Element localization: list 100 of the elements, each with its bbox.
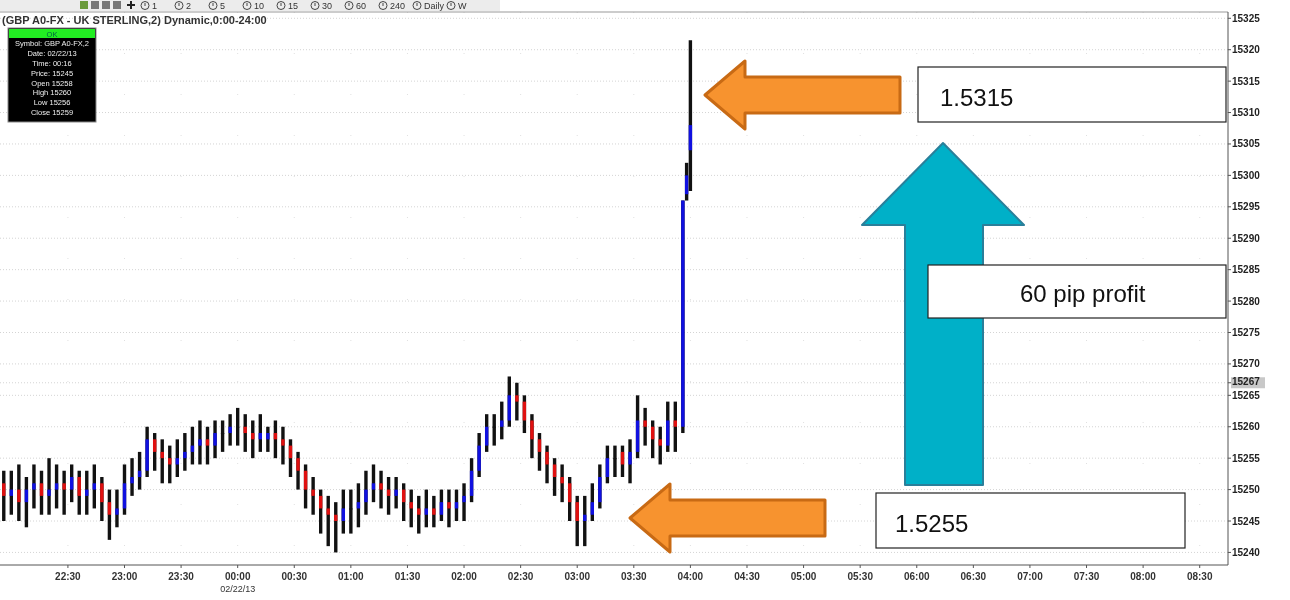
candlestick <box>205 426 210 465</box>
candlestick <box>613 445 617 478</box>
candlestick <box>364 470 368 515</box>
x-tick-label: 06:30 <box>960 571 987 582</box>
candlestick <box>349 489 353 534</box>
x-tick-label: 04:00 <box>677 571 704 582</box>
candlestick <box>590 483 595 522</box>
candlestick <box>515 382 519 421</box>
annotation: 1.5255 <box>895 510 969 537</box>
x-tick-label: 02:30 <box>507 571 534 582</box>
text: 1 <box>152 1 158 11</box>
text: 5 <box>220 1 226 11</box>
candlestick <box>560 464 564 503</box>
x-tick-label: 07:00 <box>1017 571 1044 582</box>
x-tick-label: 23:30 <box>168 571 195 582</box>
y-tick-label: 15305 <box>1232 138 1261 150</box>
candlestick <box>341 489 346 534</box>
candlestick <box>394 477 398 509</box>
candlestick <box>628 439 632 484</box>
x-tick-label: 05:30 <box>847 571 874 582</box>
candlestick <box>643 406 647 446</box>
y-tick-label: 15290 <box>1232 232 1261 244</box>
candlestick <box>2 470 6 522</box>
text: Daily <box>424 1 445 11</box>
candlestick <box>379 470 383 509</box>
text: 15 <box>288 1 299 11</box>
text: 60 <box>356 1 367 11</box>
candlestick <box>235 406 240 446</box>
y-tick-label: 15260 <box>1232 421 1261 433</box>
x-tick-label: 04:30 <box>734 571 761 582</box>
x-tick-label: 00:00 <box>224 571 251 582</box>
candlestick <box>69 464 74 503</box>
candlestick <box>447 489 451 528</box>
candlestick <box>326 494 330 547</box>
candlestick <box>537 433 542 471</box>
candlestick <box>281 426 285 465</box>
candlestick <box>296 450 300 490</box>
x-tick-label: 05:00 <box>790 571 817 582</box>
x-tick-label: 07:30 <box>1073 571 1100 582</box>
candlestick <box>500 401 504 440</box>
candlestick <box>198 420 202 465</box>
candlestick <box>439 489 444 522</box>
x-tick-label: 02:00 <box>451 571 478 582</box>
y-tick-label: 15295 <box>1232 201 1261 213</box>
candlestick <box>552 458 557 496</box>
y-tick-label: 15255 <box>1232 452 1261 464</box>
y-tick-label: 15280 <box>1232 295 1261 307</box>
candlestick <box>32 464 36 509</box>
candlestick <box>462 483 466 522</box>
x-tick-label: 06:00 <box>903 571 930 582</box>
x-tick-label: 22:30 <box>55 571 82 582</box>
x-tick-label: 01:00 <box>338 571 365 582</box>
y-tick-label: 15320 <box>1232 44 1261 56</box>
candlestick <box>152 433 157 471</box>
candlestick <box>635 395 640 459</box>
y-tick-label: 15240 <box>1232 546 1261 558</box>
candlestick <box>145 426 149 478</box>
candlestick <box>17 464 21 522</box>
candlestick <box>213 420 217 459</box>
x-tick-label: 03:00 <box>564 571 591 582</box>
candlestick <box>100 477 104 522</box>
y-tick-label: 15310 <box>1232 107 1261 119</box>
candlestick <box>130 458 134 496</box>
candlestick <box>417 494 421 534</box>
annotation: 60 pip profit <box>1020 280 1146 307</box>
candlestick <box>62 470 66 515</box>
candlestick <box>477 433 481 478</box>
annotation: 1.5315 <box>940 84 1014 111</box>
y-tick-label: 15265 <box>1232 389 1261 401</box>
y-tick-label: 15245 <box>1232 515 1261 527</box>
y-tick-label: 15267 <box>1232 376 1261 388</box>
candlestick <box>658 426 662 465</box>
text: W <box>458 1 467 11</box>
candlestick <box>311 477 315 515</box>
chart-title: (GBP A0-FX - UK STERLING,2) Dynamic,0:00-24:00 <box>2 14 267 26</box>
candlestick <box>266 426 270 452</box>
y-tick-label: 15270 <box>1232 358 1261 370</box>
x-tick-label: 08:30 <box>1186 571 1213 582</box>
candlestick <box>228 414 232 446</box>
candlestick <box>107 489 112 540</box>
candlestick <box>492 414 496 446</box>
x-tick-label: 00:30 <box>281 571 308 582</box>
candlestick <box>39 470 44 515</box>
text: 30 <box>322 1 333 11</box>
text: 10 <box>254 1 265 11</box>
y-tick-label: 15325 <box>1232 12 1261 24</box>
candlestick <box>115 489 119 528</box>
candlestick <box>432 494 436 528</box>
candlestick <box>54 464 59 509</box>
candlestick <box>673 401 678 452</box>
y-tick-label: 15315 <box>1232 75 1261 87</box>
candlestick <box>220 420 225 452</box>
y-tick-label: 15275 <box>1232 326 1261 338</box>
candlestick <box>183 433 187 471</box>
candlestick <box>47 458 51 515</box>
candlestick <box>598 464 602 509</box>
y-tick-label: 15285 <box>1232 264 1261 276</box>
candlestick <box>530 414 534 459</box>
x-tick-label: 23:00 <box>111 571 138 582</box>
x-tick-label: 01:30 <box>394 571 421 582</box>
